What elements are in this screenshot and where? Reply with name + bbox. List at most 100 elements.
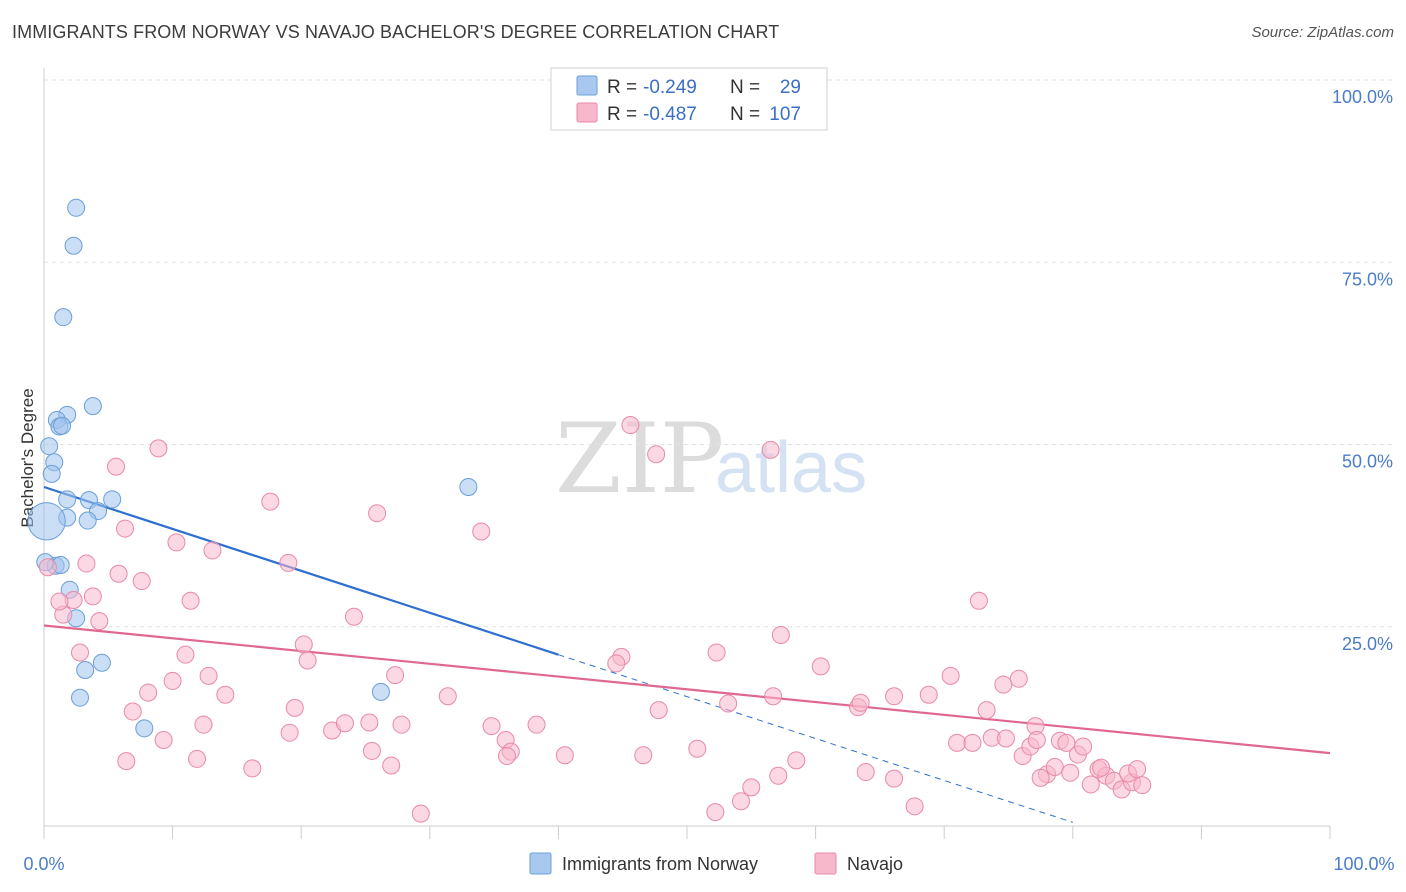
- point-navajo: [438, 687, 457, 706]
- point-navajo: [1128, 760, 1147, 779]
- point-norway: [135, 719, 154, 738]
- trend-line-navajo: [43, 624, 1331, 755]
- y-axis-title: Bachelor's Degree: [18, 388, 37, 527]
- point-navajo: [1027, 730, 1046, 749]
- point-norway: [42, 464, 61, 483]
- point-navajo: [344, 607, 363, 626]
- point-navajo: [285, 698, 304, 717]
- point-navajo: [123, 702, 142, 721]
- point-navajo: [649, 701, 668, 720]
- point-navajo: [139, 683, 158, 702]
- point-navajo: [769, 766, 788, 785]
- point-navajo: [116, 519, 135, 538]
- point-navajo: [199, 666, 218, 685]
- point-navajo: [368, 504, 387, 523]
- point-navajo: [742, 778, 761, 797]
- point-navajo: [117, 752, 136, 771]
- point-navajo: [905, 797, 924, 816]
- point-navajo: [1045, 757, 1064, 776]
- point-norway: [103, 490, 122, 509]
- point-navajo: [963, 733, 982, 752]
- point-navajo: [216, 685, 235, 704]
- point-norway: [459, 478, 478, 497]
- data-points: [27, 198, 1152, 823]
- point-navajo: [38, 558, 57, 577]
- legend-r-label-1: R =: [607, 77, 637, 98]
- point-navajo: [362, 741, 381, 760]
- point-navajo: [719, 694, 738, 713]
- point-navajo: [647, 445, 666, 464]
- point-navajo: [132, 572, 151, 591]
- x-tick-label-max: 100.0%: [1333, 854, 1394, 874]
- point-navajo: [555, 746, 574, 765]
- point-navajo: [71, 643, 90, 662]
- legend-n-value-2: 107: [769, 104, 801, 125]
- legend-swatch-norway: [576, 75, 598, 96]
- y-tick-label: 50.0%: [1342, 452, 1393, 472]
- grid-lines: [44, 79, 1392, 628]
- point-navajo: [50, 592, 69, 611]
- point-navajo: [107, 457, 126, 476]
- point-navajo: [969, 591, 988, 610]
- bottom-legend: Immigrants from Norway Navajo: [529, 852, 903, 875]
- point-norway: [92, 653, 111, 672]
- point-norway: [54, 308, 73, 327]
- x-tick-label-min: 0.0%: [23, 854, 64, 874]
- watermark-zip: ZIP: [555, 403, 724, 515]
- point-norway: [27, 502, 66, 541]
- point-navajo: [994, 675, 1013, 694]
- point-navajo: [732, 792, 751, 811]
- point-norway: [83, 397, 102, 416]
- legend-r-label-2: R =: [607, 104, 637, 125]
- point-navajo: [1074, 737, 1093, 756]
- chart-source: Source: ZipAtlas.com: [1251, 24, 1394, 41]
- point-navajo: [83, 587, 102, 606]
- point-navajo: [163, 671, 182, 690]
- point-norway: [78, 511, 97, 530]
- legend-swatch-navajo: [576, 102, 598, 123]
- trend-lines: [43, 485, 1331, 823]
- point-navajo: [1031, 768, 1050, 787]
- legend-n-label-2: N =: [730, 104, 760, 125]
- point-navajo: [764, 687, 783, 706]
- point-norway: [40, 437, 59, 456]
- point-navajo: [607, 654, 626, 673]
- point-navajo: [382, 756, 401, 775]
- point-navajo: [707, 643, 726, 662]
- point-navajo: [411, 804, 430, 823]
- point-navajo: [482, 717, 501, 736]
- point-navajo: [181, 591, 200, 610]
- point-navajo: [294, 635, 313, 654]
- point-navajo: [279, 553, 298, 572]
- point-navajo: [919, 685, 938, 704]
- y-tick-label: 75.0%: [1342, 269, 1393, 289]
- point-navajo: [1081, 775, 1100, 794]
- y-tick-label: 25.0%: [1342, 634, 1393, 654]
- point-navajo: [885, 769, 904, 788]
- point-navajo: [203, 541, 222, 560]
- point-navajo: [298, 651, 317, 670]
- point-navajo: [472, 522, 491, 541]
- point-navajo: [1061, 763, 1080, 782]
- point-navajo: [621, 416, 640, 435]
- point-navajo: [977, 701, 996, 720]
- point-navajo: [386, 666, 405, 685]
- legend-n-label-1: N =: [730, 77, 760, 98]
- point-navajo: [941, 666, 960, 685]
- point-navajo: [280, 723, 299, 742]
- bottom-legend-swatch-norway: [529, 852, 552, 875]
- point-navajo: [188, 749, 207, 768]
- point-navajo: [90, 612, 109, 631]
- point-navajo: [885, 687, 904, 706]
- point-navajo: [771, 626, 790, 645]
- point-navajo: [634, 746, 653, 765]
- watermark-atlas: atlas: [715, 428, 867, 508]
- trend-line-norway: [43, 485, 559, 656]
- point-navajo: [261, 492, 280, 511]
- point-navajo: [77, 554, 96, 573]
- point-norway: [64, 236, 83, 255]
- point-navajo: [1092, 758, 1111, 777]
- point-norway: [53, 416, 72, 435]
- point-navajo: [335, 714, 354, 733]
